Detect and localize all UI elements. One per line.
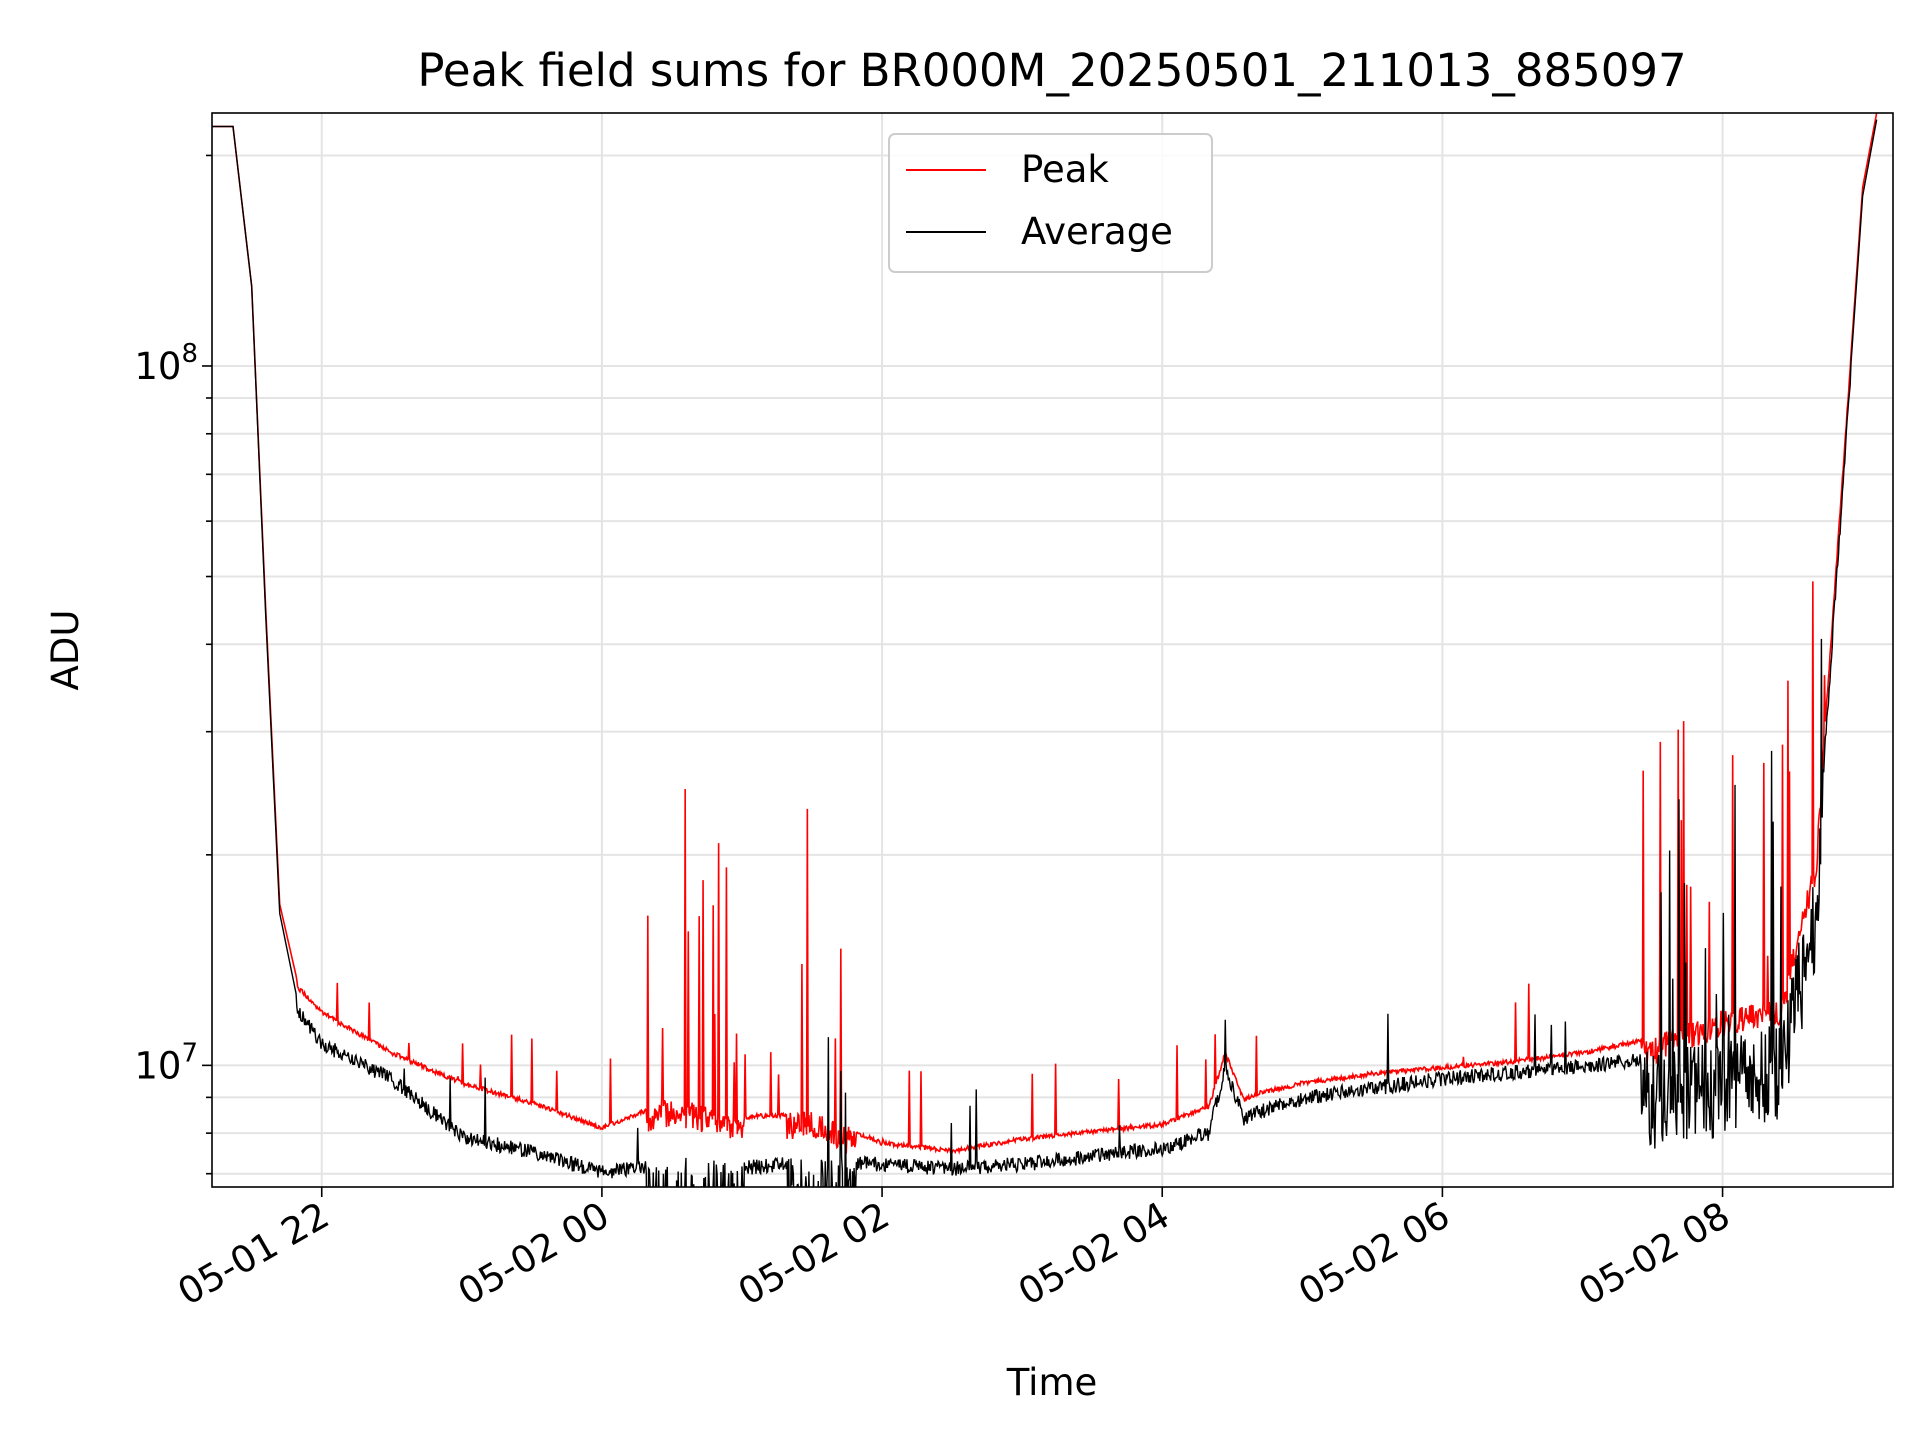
legend-label-peak: Peak <box>1021 148 1109 191</box>
y-tick-label-exponent: 7 <box>181 1038 198 1068</box>
legend: Peak Average <box>888 133 1213 273</box>
y-tick-label-base: 10 <box>134 1044 181 1087</box>
x-axis-label: Time <box>1006 1361 1098 1404</box>
y-tick-label: 108 <box>134 339 198 388</box>
y-axis-label: ADU <box>44 610 87 691</box>
y-tick-label-exponent: 8 <box>181 339 198 369</box>
y-tick-label-base: 10 <box>134 345 181 388</box>
y-tick-label: 107 <box>134 1038 198 1087</box>
legend-box <box>888 133 1213 273</box>
legend-label-average: Average <box>1021 210 1173 253</box>
series-layer <box>212 113 1878 1187</box>
series-line-peak <box>212 113 1878 1155</box>
series-line-average <box>212 119 1878 1187</box>
plot-frame <box>211 112 1894 1188</box>
chart-title: Peak field sums for BR000M_20250501_2110… <box>417 44 1686 97</box>
